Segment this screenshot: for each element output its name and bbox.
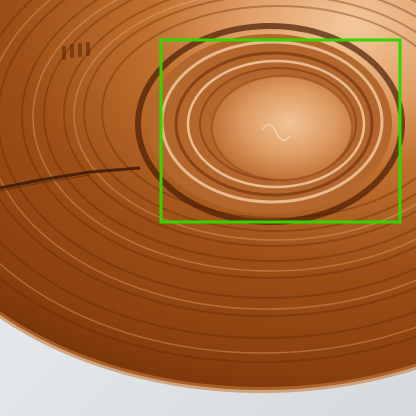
copper-coil [0,0,416,393]
annotation-box [159,38,402,224]
